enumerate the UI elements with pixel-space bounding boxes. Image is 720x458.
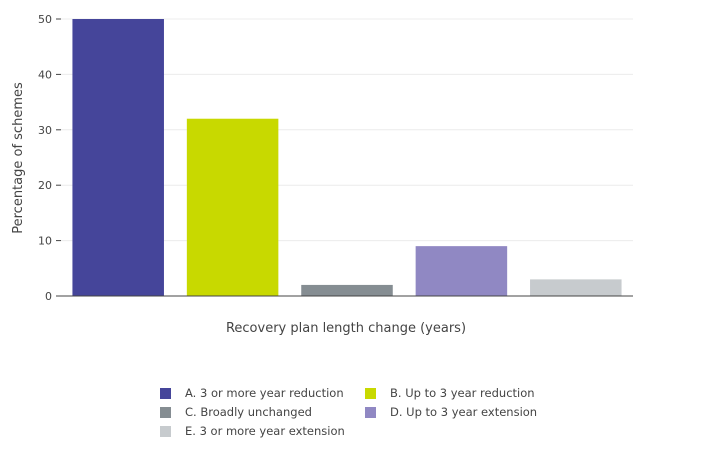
- legend-swatch: [365, 387, 376, 399]
- x-axis-title: Recovery plan length change (years): [226, 321, 466, 336]
- y-tick-label: 50: [38, 13, 52, 26]
- y-tick-label: 10: [38, 235, 52, 248]
- bar-d: [415, 246, 508, 296]
- legend-item: B. Up to 3 year reduction: [365, 384, 565, 402]
- legend-swatch: [365, 406, 376, 418]
- legend-item: C. Broadly unchanged: [160, 403, 365, 421]
- legend: A. 3 or more year reduction B. Up to 3 ye…: [160, 384, 580, 440]
- legend-swatch: [160, 425, 171, 437]
- bar-b: [186, 118, 279, 296]
- bar-c: [301, 284, 393, 296]
- legend-item: D. Up to 3 year extension: [365, 403, 565, 421]
- legend-label: B. Up to 3 year reduction: [390, 386, 535, 400]
- legend-label: D. Up to 3 year extension: [390, 405, 538, 419]
- legend-label: A. 3 or more year reduction: [185, 386, 344, 400]
- bar-e: [530, 279, 622, 296]
- legend-label: C. Broadly unchanged: [185, 405, 312, 419]
- y-tick-label: 0: [45, 290, 52, 303]
- y-axis-ticks: 0 10 20 30 40 50: [38, 13, 61, 303]
- legend-item: E. 3 or more year extension: [160, 422, 365, 440]
- y-axis-title: Percentage of schemes: [11, 82, 26, 234]
- y-tick-label: 30: [38, 124, 52, 137]
- bars: [72, 19, 622, 296]
- legend-swatch: [160, 406, 171, 418]
- y-tick-label: 40: [38, 68, 52, 81]
- legend-item: A. 3 or more year reduction: [160, 384, 365, 402]
- y-tick-label: 20: [38, 179, 52, 192]
- legend-label: E. 3 or more year extension: [185, 424, 345, 438]
- bar-a: [72, 19, 164, 296]
- legend-swatch: [160, 387, 171, 399]
- bar-chart: 0 10 20 30 40 50 Recovery plan length change …: [11, 13, 633, 336]
